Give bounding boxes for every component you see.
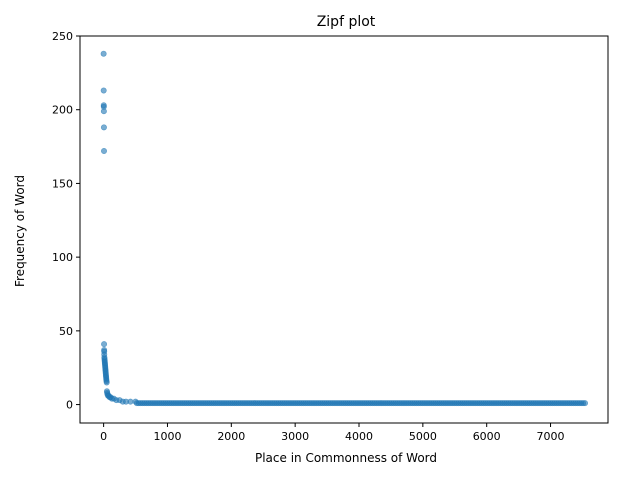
x-axis: 0 1000 2000 3000 4000 5000 6000 7000	[100, 423, 565, 443]
x-tick-label: 3000	[281, 430, 309, 443]
x-tick-label: 4000	[345, 430, 373, 443]
chart-title: Zipf plot	[317, 14, 376, 30]
data-point	[100, 50, 107, 57]
data-point	[101, 147, 108, 154]
y-tick-label: 150	[52, 177, 73, 190]
plot-area-frame	[79, 35, 609, 424]
data-point	[582, 400, 589, 407]
data-point	[101, 341, 108, 348]
y-tick-label: 0	[66, 399, 73, 412]
data-point	[100, 87, 107, 94]
x-tick-label: 1000	[153, 430, 181, 443]
data-point	[103, 379, 110, 386]
data-point	[100, 124, 107, 131]
x-tick-label: 6000	[473, 430, 501, 443]
x-tick-label: 0	[100, 430, 107, 443]
x-tick-label: 2000	[217, 430, 245, 443]
y-tick-label: 200	[52, 104, 73, 117]
x-axis-label: Place in Commonness of Word	[255, 451, 437, 465]
x-tick-label: 7000	[537, 430, 565, 443]
data-point	[127, 398, 134, 405]
y-axis-label: Frequency of Word	[13, 175, 27, 287]
data-point	[100, 108, 107, 115]
y-tick-label: 250	[52, 30, 73, 43]
y-axis: 0 50 100 150 200 250	[52, 30, 80, 412]
data-points	[100, 50, 589, 407]
y-tick-label: 100	[52, 251, 73, 264]
y-tick-label: 50	[59, 325, 73, 338]
x-tick-label: 5000	[409, 430, 437, 443]
